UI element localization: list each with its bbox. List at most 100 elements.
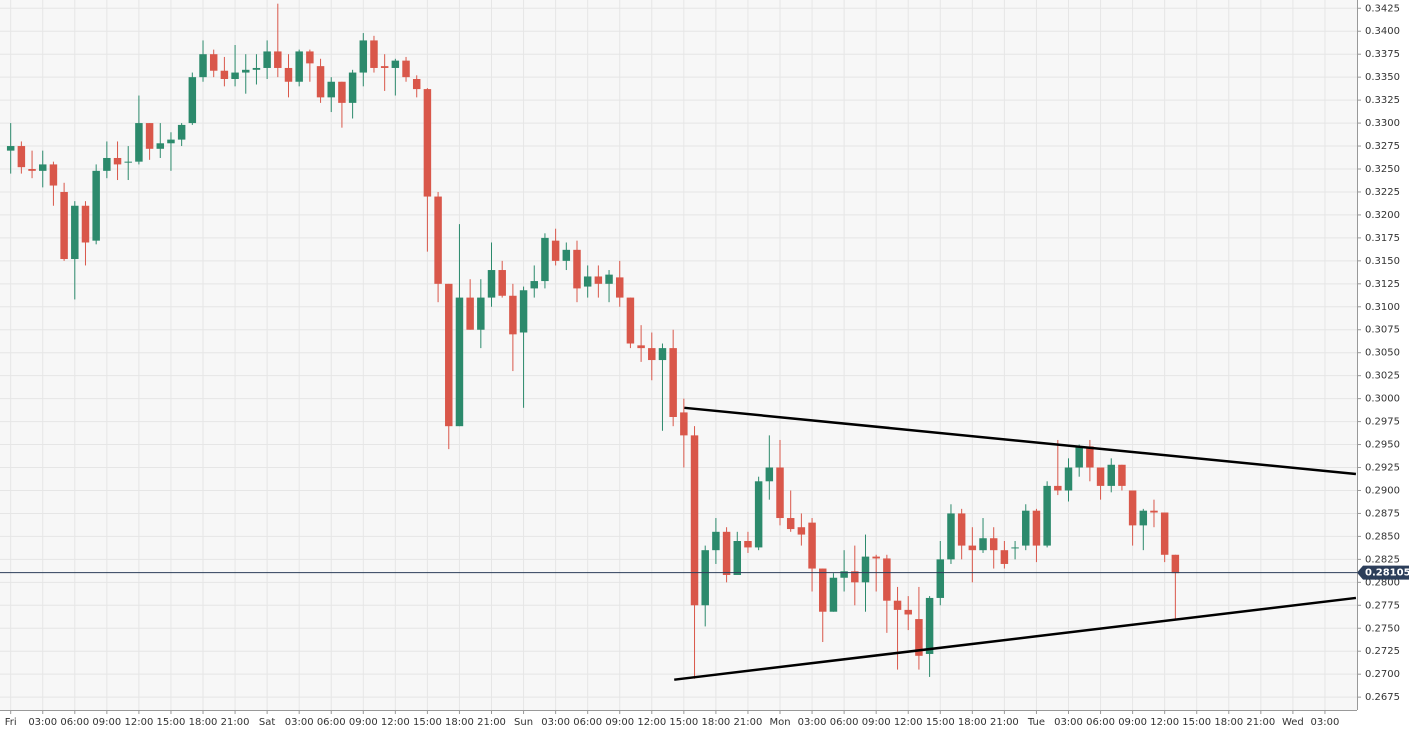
candle-body	[445, 283, 453, 427]
trend-line	[674, 596, 1357, 681]
candle-body	[167, 139, 175, 144]
candle-body	[1022, 510, 1030, 546]
y-tick-label: 0.3025	[1365, 371, 1400, 382]
candle-body	[658, 348, 667, 361]
candle-body	[295, 51, 303, 82]
y-tick-label: 0.2950	[1365, 440, 1400, 451]
candle-body	[49, 164, 58, 186]
candle-body	[936, 559, 945, 598]
candle-body	[1000, 550, 1009, 564]
plot-background	[0, 0, 1357, 710]
y-tick-label: 0.3175	[1365, 233, 1400, 244]
y-tick-label: 0.3000	[1365, 394, 1400, 405]
y-tick-label: 0.3050	[1365, 348, 1400, 359]
candle-body	[231, 72, 239, 79]
x-tick-label: 18:00	[189, 717, 218, 728]
candle-body	[1118, 464, 1126, 486]
candle-body	[797, 527, 806, 535]
y-tick-label: 0.2900	[1365, 485, 1400, 496]
candle-body	[402, 60, 410, 78]
current-price-label: 0.281057	[1365, 568, 1418, 579]
x-tick-label: 15:00	[1182, 717, 1211, 728]
candle-body	[60, 191, 68, 260]
candle-body	[17, 146, 26, 168]
y-tick-label: 0.2825	[1365, 554, 1400, 565]
y-tick-label: 0.3250	[1365, 164, 1400, 175]
candle-body	[957, 513, 966, 546]
x-tick-label: 18:00	[701, 717, 730, 728]
candle-body	[252, 67, 261, 70]
candle-body	[348, 72, 357, 103]
candle-body	[989, 538, 998, 551]
candle-body	[968, 545, 977, 551]
candle-body	[562, 249, 571, 261]
y-tick-label: 0.2675	[1365, 692, 1400, 703]
candle-body	[1086, 446, 1094, 468]
candle-body	[6, 146, 15, 151]
candle-body	[338, 81, 346, 103]
candle-body	[487, 270, 496, 298]
candle-body	[1011, 547, 1019, 549]
candle-body	[594, 276, 603, 284]
candle-body	[1054, 485, 1062, 491]
candle-body	[541, 237, 549, 282]
candle-body	[1096, 467, 1105, 486]
candle-body	[744, 540, 752, 548]
candle-body	[925, 597, 934, 654]
candle-body	[145, 123, 154, 149]
x-tick-label: 03:00	[28, 717, 57, 728]
candle-body	[733, 540, 742, 575]
x-tick-label: 06:00	[60, 717, 89, 728]
candle-body	[188, 77, 197, 124]
candle-body	[615, 277, 624, 298]
candle-body	[81, 205, 90, 243]
candle-body	[637, 345, 645, 349]
y-tick-label: 0.3325	[1365, 95, 1400, 106]
candle-body	[754, 481, 763, 548]
candle-body	[380, 66, 389, 68]
y-tick-label: 0.3300	[1365, 118, 1400, 129]
candle-body	[1171, 554, 1180, 574]
y-tick-label: 0.3225	[1365, 187, 1400, 198]
candle-body	[209, 54, 218, 71]
y-tick-label: 0.2725	[1365, 646, 1400, 657]
candle-body	[883, 558, 891, 601]
x-tick-label: Wed	[1282, 717, 1304, 728]
x-tick-label: 15:00	[157, 717, 186, 728]
candle-body	[551, 240, 560, 261]
candle-body	[680, 412, 688, 436]
candle-body	[808, 522, 816, 569]
candle-body	[626, 297, 635, 344]
candle-body	[1150, 510, 1158, 513]
candle-body	[765, 467, 774, 482]
candle-body	[220, 70, 229, 79]
candle-body	[477, 297, 485, 330]
candle-body	[306, 51, 314, 64]
candle-body	[519, 290, 528, 333]
candle-body	[242, 69, 250, 73]
x-tick-label: 09:00	[349, 717, 378, 728]
candle-body	[530, 281, 538, 289]
candle-body	[583, 276, 592, 287]
candle-body	[1032, 510, 1041, 546]
candle-body	[92, 170, 100, 241]
candle-body	[829, 577, 838, 612]
candle-body	[947, 513, 955, 560]
candle-body	[113, 157, 122, 165]
x-tick-label: Mon	[769, 717, 790, 728]
y-tick-label: 0.3125	[1365, 279, 1400, 290]
candle-body	[284, 67, 293, 82]
candle-body	[1075, 446, 1083, 468]
candle-body	[370, 40, 378, 68]
y-tick-label: 0.3350	[1365, 72, 1400, 83]
candle-body	[466, 297, 474, 330]
y-tick-label: 0.2750	[1365, 623, 1400, 634]
candle-body	[819, 568, 827, 612]
y-tick-label: 0.3400	[1365, 26, 1400, 37]
x-tick-label: 12:00	[637, 717, 666, 728]
x-tick-label: 09:00	[1118, 717, 1147, 728]
x-tick-label: 15:00	[926, 717, 955, 728]
y-tick-label: 0.3425	[1365, 3, 1400, 14]
x-tick-label: 06:00	[317, 717, 346, 728]
